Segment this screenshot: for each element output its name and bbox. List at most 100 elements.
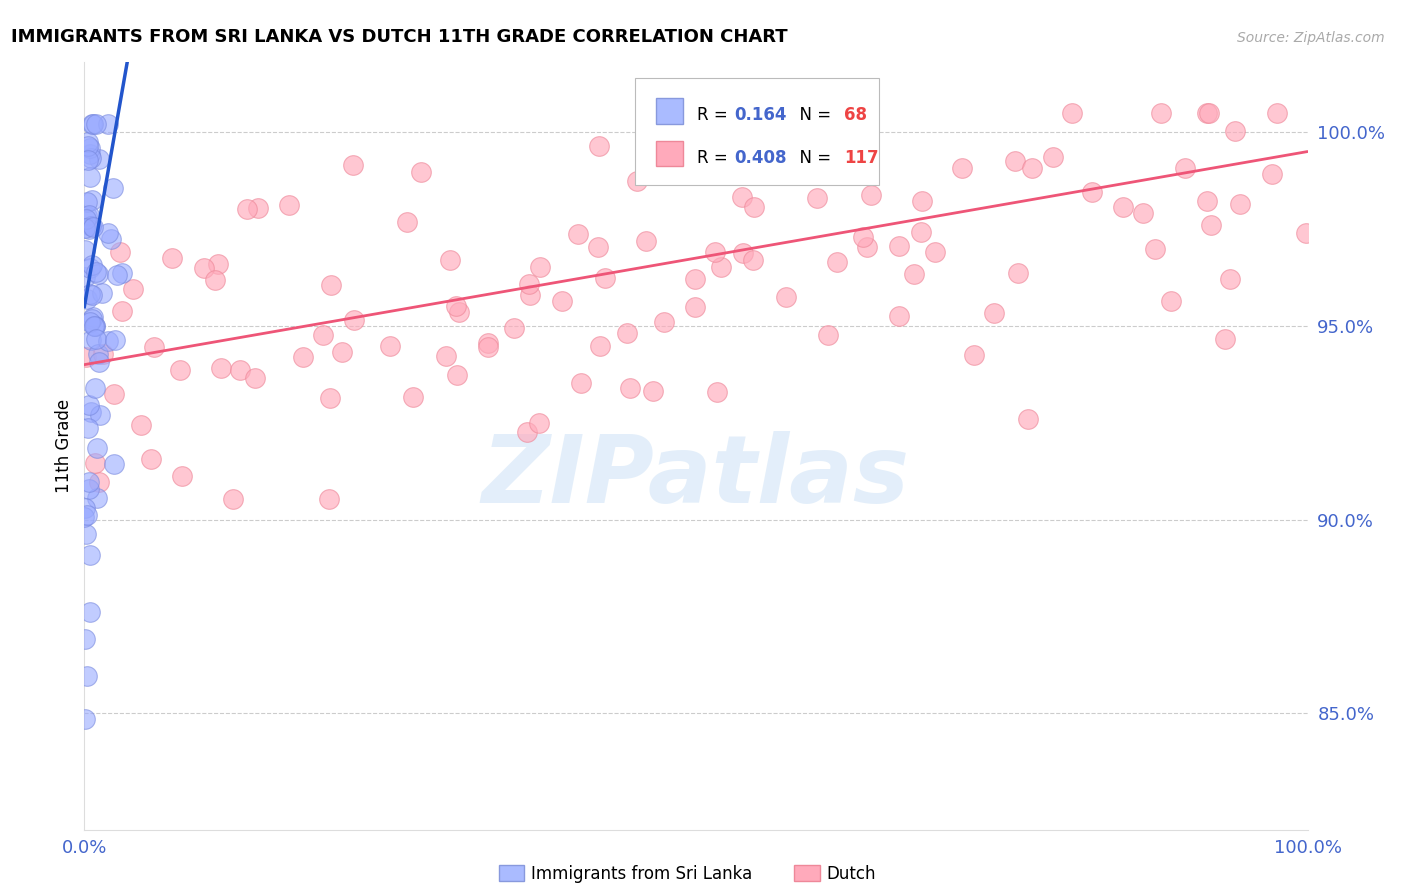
- Point: [77, 475, 100, 490]
- Point: [86, 265, 108, 279]
- Point: [1225, 124, 1247, 138]
- Point: [82, 117, 104, 131]
- Point: [160, 251, 183, 265]
- Y-axis label: 11th Grade: 11th Grade: [55, 399, 73, 493]
- Point: [963, 348, 986, 362]
- Point: [209, 360, 232, 375]
- Point: [1174, 161, 1197, 176]
- Point: [910, 225, 932, 239]
- Point: [235, 202, 257, 216]
- Point: [619, 381, 641, 395]
- Point: [77, 135, 100, 149]
- Point: [527, 416, 550, 430]
- Point: [477, 340, 499, 354]
- Point: [86, 267, 108, 281]
- Point: [222, 491, 245, 506]
- Point: [1144, 242, 1167, 256]
- Point: [77, 153, 100, 167]
- Point: [246, 202, 269, 216]
- Point: [103, 386, 125, 401]
- Point: [319, 277, 342, 292]
- Point: [73, 712, 96, 726]
- Point: [1295, 226, 1317, 240]
- Point: [204, 273, 226, 287]
- Bar: [655, 141, 682, 166]
- Point: [142, 340, 165, 354]
- Point: [742, 200, 765, 214]
- Point: [319, 391, 342, 405]
- Point: [887, 239, 910, 253]
- Point: [76, 194, 98, 209]
- Point: [444, 299, 467, 313]
- Text: Dutch: Dutch: [827, 865, 876, 883]
- Point: [1150, 105, 1173, 120]
- Point: [87, 475, 110, 489]
- Point: [82, 310, 104, 324]
- Point: [79, 315, 101, 329]
- Text: N =: N =: [789, 106, 837, 124]
- Point: [1111, 201, 1133, 215]
- Point: [170, 469, 193, 483]
- Point: [76, 292, 98, 306]
- Point: [73, 500, 96, 515]
- Point: [567, 227, 589, 242]
- Point: [924, 244, 946, 259]
- Point: [411, 165, 433, 179]
- Point: [91, 286, 114, 301]
- Text: ZIPatlas: ZIPatlas: [482, 431, 910, 523]
- Point: [76, 209, 98, 223]
- Point: [80, 312, 103, 326]
- Point: [586, 240, 609, 254]
- Point: [84, 319, 107, 334]
- Point: [903, 267, 925, 281]
- Point: [75, 243, 97, 257]
- Point: [103, 457, 125, 471]
- Point: [84, 318, 107, 333]
- Text: Immigrants from Sri Lanka: Immigrants from Sri Lanka: [531, 865, 752, 883]
- Point: [97, 117, 120, 131]
- Text: N =: N =: [789, 149, 837, 167]
- Point: [75, 351, 97, 365]
- Point: [402, 390, 425, 404]
- Point: [710, 260, 733, 274]
- Point: [312, 327, 335, 342]
- Point: [89, 409, 111, 423]
- Point: [502, 321, 524, 335]
- Point: [447, 305, 470, 319]
- Point: [517, 277, 540, 291]
- Point: [636, 234, 658, 248]
- Point: [446, 368, 468, 383]
- Point: [75, 212, 97, 227]
- Point: [83, 318, 105, 333]
- Point: [73, 632, 96, 646]
- Bar: [655, 98, 682, 124]
- Point: [855, 240, 877, 254]
- Point: [769, 105, 792, 120]
- Point: [79, 287, 101, 301]
- Text: IMMIGRANTS FROM SRI LANKA VS DUTCH 11TH GRADE CORRELATION CHART: IMMIGRANTS FROM SRI LANKA VS DUTCH 11TH …: [11, 28, 787, 45]
- Point: [76, 508, 98, 522]
- Point: [1213, 332, 1236, 346]
- Point: [696, 105, 718, 120]
- Point: [950, 161, 973, 175]
- Text: R =: R =: [697, 106, 733, 124]
- Point: [477, 336, 499, 351]
- Point: [330, 345, 353, 359]
- Point: [77, 482, 100, 496]
- Point: [1229, 197, 1251, 211]
- Point: [101, 180, 124, 194]
- Point: [343, 313, 366, 327]
- Point: [79, 146, 101, 161]
- Point: [131, 417, 153, 432]
- Point: [551, 293, 574, 308]
- Point: [79, 549, 101, 563]
- Point: [79, 606, 101, 620]
- Point: [911, 194, 934, 208]
- Point: [91, 347, 114, 361]
- FancyBboxPatch shape: [636, 78, 880, 186]
- Point: [593, 270, 616, 285]
- Point: [887, 309, 910, 323]
- Point: [825, 255, 848, 269]
- Point: [1160, 293, 1182, 308]
- Point: [76, 421, 98, 435]
